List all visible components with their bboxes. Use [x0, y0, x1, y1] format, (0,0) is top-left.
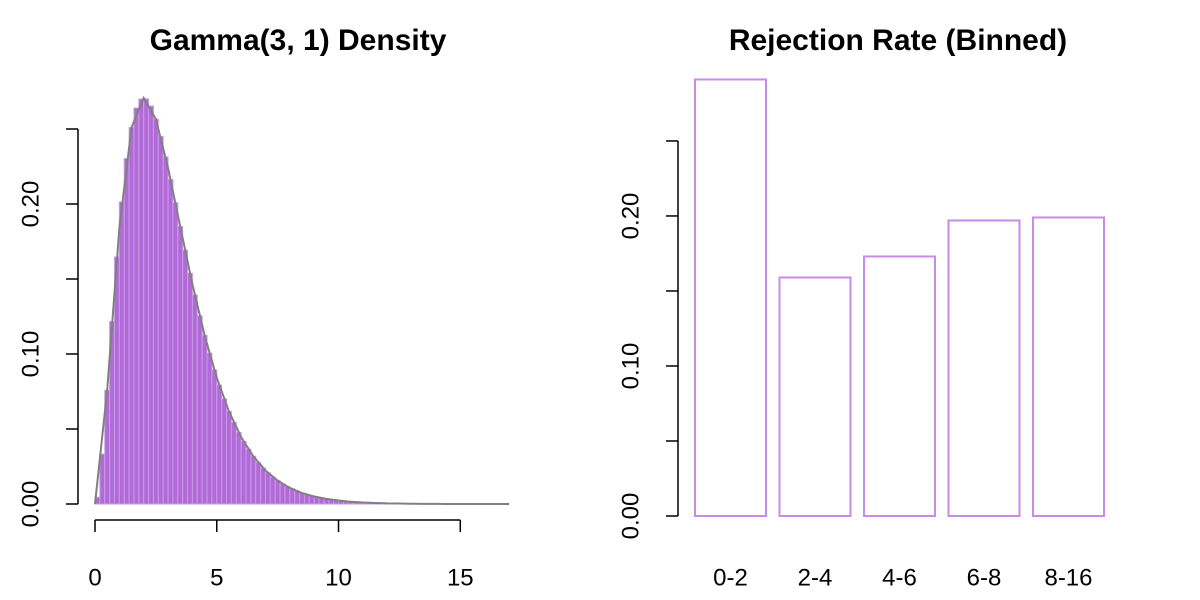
histogram-bar [138, 98, 145, 505]
histogram-bar [260, 467, 266, 505]
histogram-bar [167, 179, 174, 505]
histogram-bar [289, 488, 296, 505]
histogram-bar [211, 369, 218, 505]
histogram-bar [294, 490, 301, 505]
histogram-bar [133, 107, 140, 505]
histogram-bar [118, 201, 125, 505]
bar [1032, 216, 1105, 517]
histogram-bar [206, 352, 213, 505]
y-tick-label: 0.20 [617, 193, 644, 240]
histogram-bar [152, 118, 159, 505]
histogram-bar [230, 421, 237, 505]
y-tick-label: 0.00 [17, 481, 44, 528]
histogram-bar [172, 202, 179, 505]
histogram-bar [162, 156, 169, 505]
histogram-bar [99, 453, 106, 505]
y-tick-label: 0.10 [617, 343, 644, 390]
histogram-bar [299, 492, 305, 505]
x-tick-label: 6-8 [967, 564, 1002, 591]
bar [694, 78, 767, 518]
x-tick-label: 0 [88, 564, 101, 591]
histogram-bar [221, 398, 228, 505]
histogram-bar [226, 410, 232, 505]
histogram-bar [128, 127, 135, 505]
density-curve [94, 95, 509, 505]
histogram-bar [269, 476, 276, 505]
x-tick-label: 5 [210, 564, 223, 591]
y-tick-label: 0.10 [17, 331, 44, 378]
histogram-bar [191, 294, 198, 505]
histogram-bar [264, 472, 271, 505]
histogram-bar [255, 462, 262, 505]
histogram-bar [250, 455, 257, 505]
histogram-bar [177, 226, 184, 505]
histogram-bar [157, 136, 164, 505]
histogram-bar [284, 486, 291, 505]
histogram-bar [279, 483, 286, 505]
x-tick-label: 8-16 [1044, 564, 1092, 591]
histogram-bar [201, 334, 208, 505]
histogram-bar [245, 448, 252, 505]
y-tick-label: 0.20 [17, 181, 44, 228]
bar [947, 219, 1021, 517]
histogram-bar [196, 315, 203, 505]
bar [863, 255, 936, 517]
histogram-bar [148, 105, 154, 505]
y-tick-label: 0.00 [617, 493, 644, 540]
histogram-bar [143, 98, 150, 505]
chart-title: Rejection Rate (Binned) [729, 24, 1067, 57]
x-tick-label: 2-4 [798, 564, 833, 591]
histogram-bar [187, 272, 193, 505]
histogram-bar [182, 249, 189, 505]
histogram-bar [240, 440, 247, 505]
bar [778, 276, 852, 518]
x-tick-label: 4-6 [882, 564, 917, 591]
histogram-bar [235, 431, 242, 505]
histogram-bar [303, 494, 310, 505]
histogram-bar [216, 384, 223, 505]
histogram-bar [274, 480, 281, 505]
histogram-bar [123, 158, 130, 505]
x-tick-label: 15 [447, 564, 474, 591]
x-tick-label: 0-2 [713, 564, 748, 591]
x-tick-label: 10 [325, 564, 352, 591]
chart-title: Gamma(3, 1) Density [150, 24, 447, 57]
